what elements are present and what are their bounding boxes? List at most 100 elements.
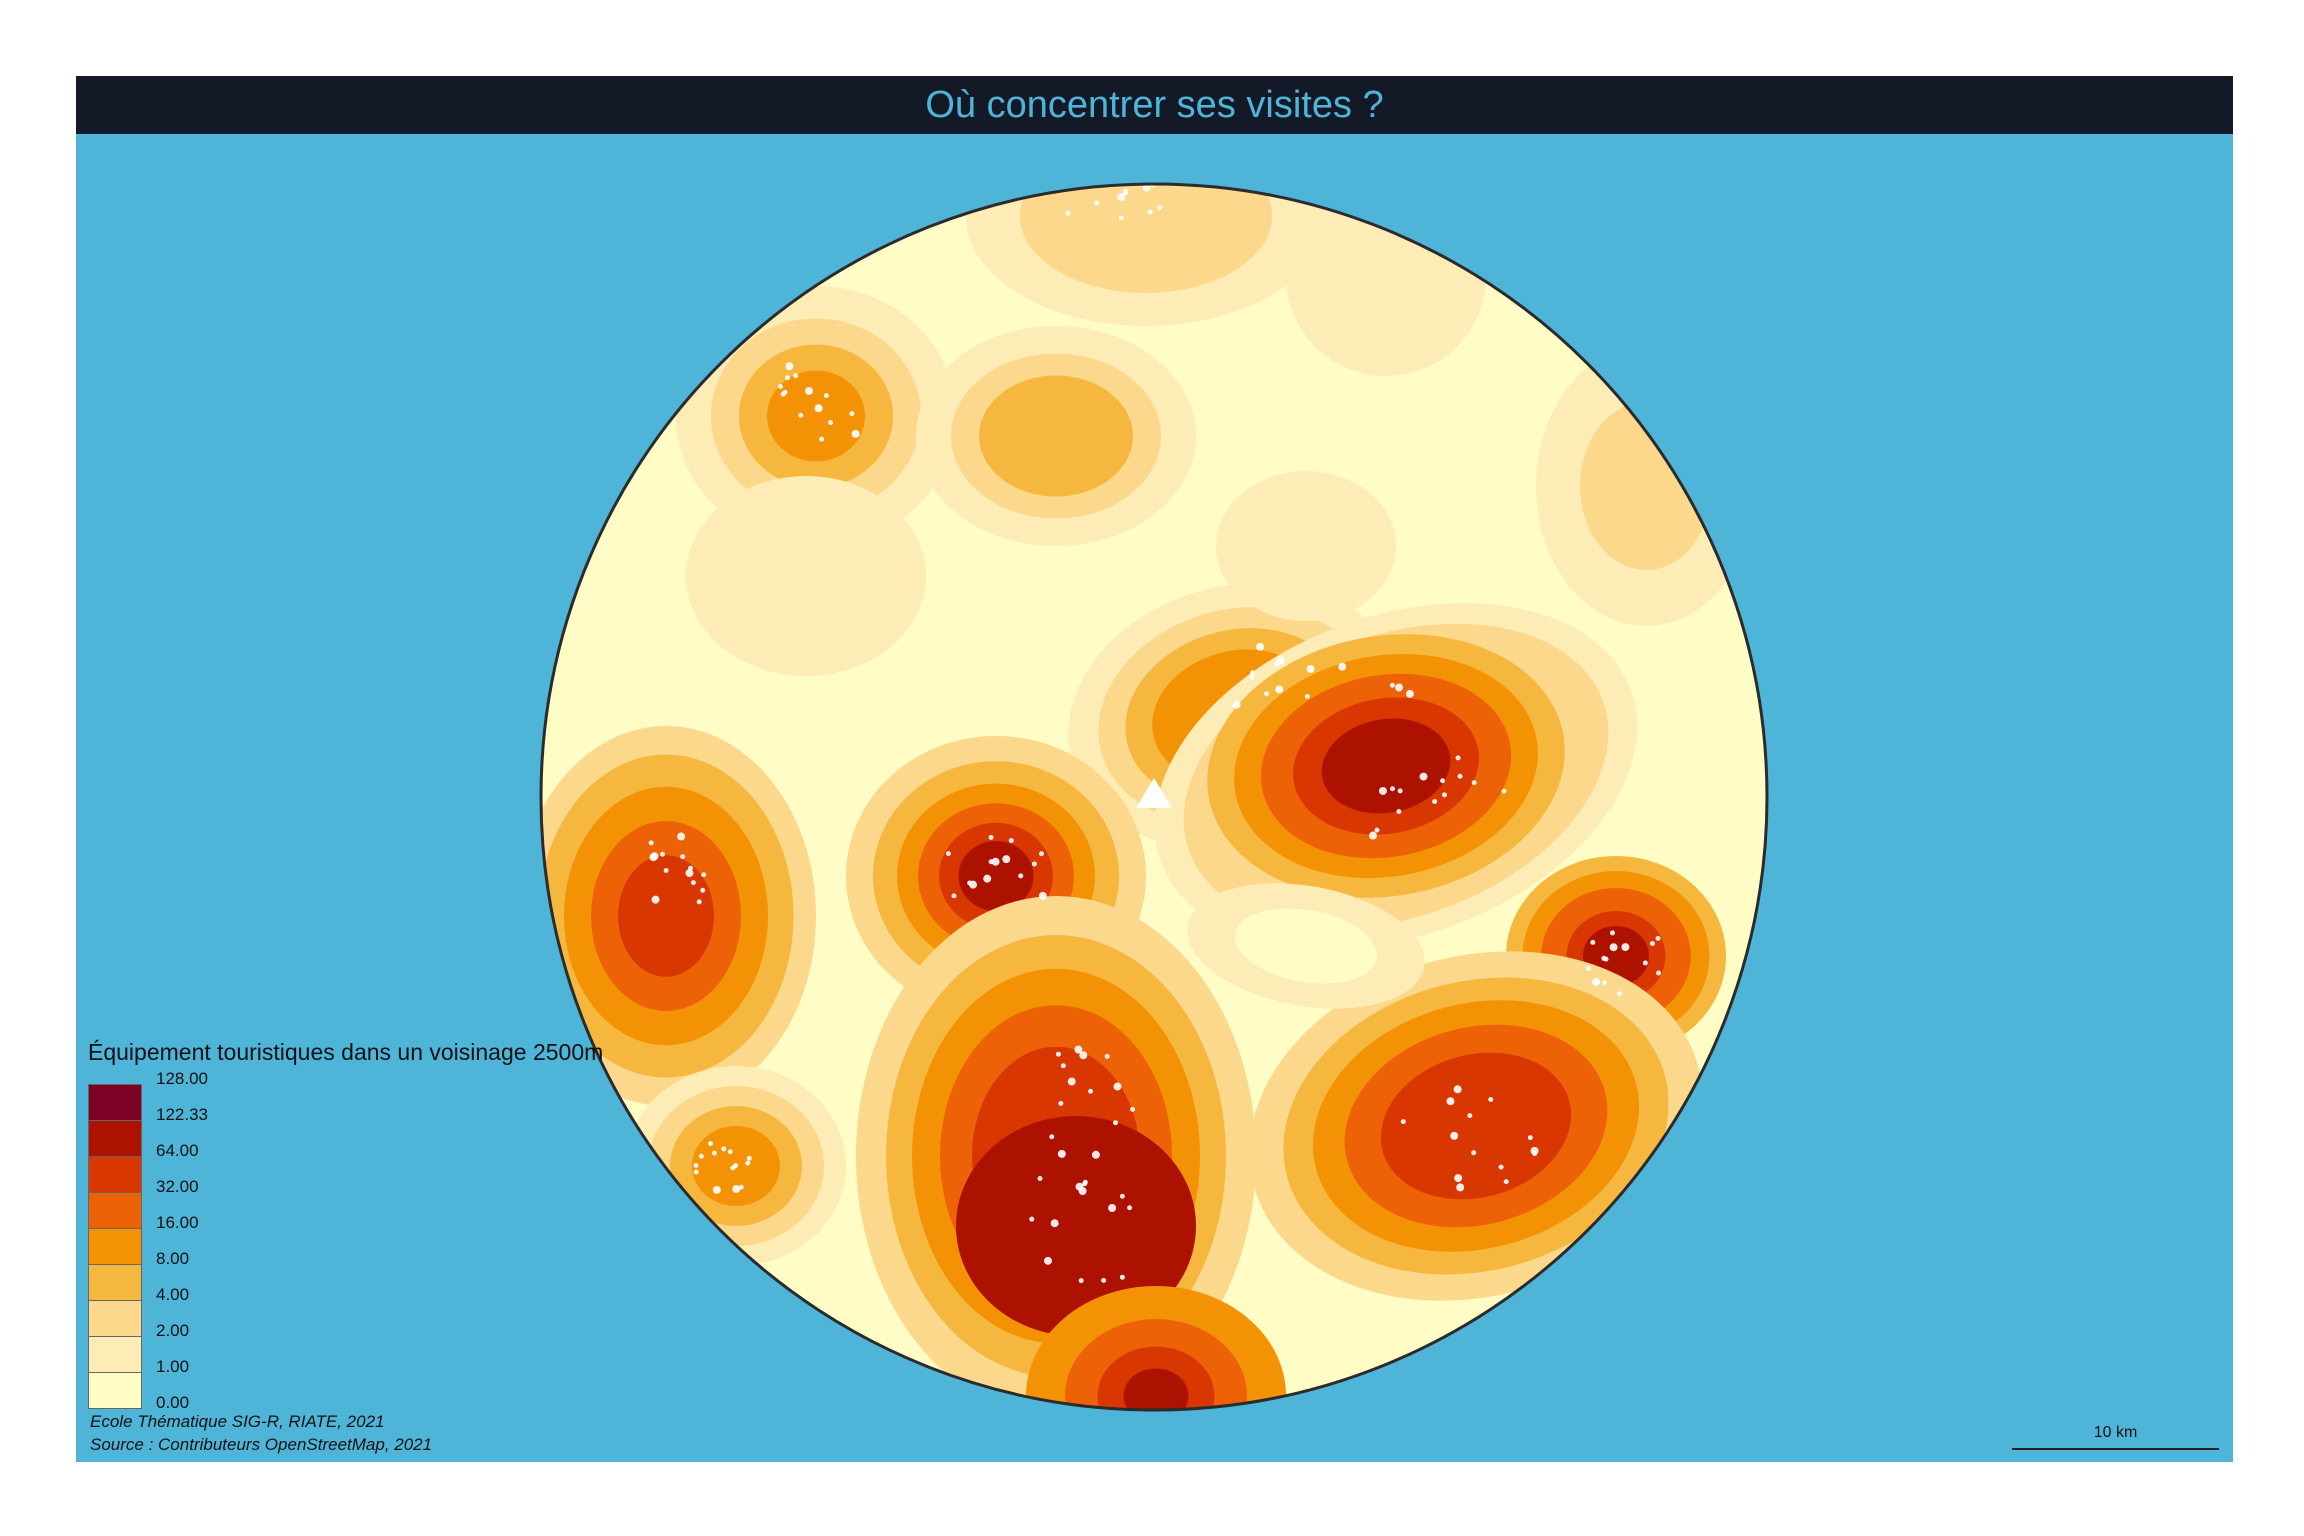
poi-point <box>1008 838 1014 844</box>
poi-point <box>1119 1193 1125 1199</box>
poi-point <box>1057 1149 1066 1158</box>
legend-swatch <box>88 1084 142 1120</box>
legend-label: 8.00 <box>156 1249 190 1268</box>
poi-point <box>1467 1113 1473 1119</box>
poi-point <box>1397 788 1403 794</box>
poi-point <box>1649 940 1655 946</box>
poi-point <box>785 375 791 381</box>
legend-label: 32.00 <box>156 1177 199 1196</box>
poi-point <box>1123 190 1129 196</box>
poi-point <box>1078 1278 1084 1284</box>
poi-point <box>1050 1219 1059 1228</box>
density-band <box>958 841 1034 911</box>
poi-point <box>712 1150 718 1156</box>
poi-point <box>778 384 784 390</box>
poi-point <box>660 851 666 857</box>
density-band <box>1321 718 1451 814</box>
poi-point <box>1642 960 1648 966</box>
poi-point <box>1621 943 1630 952</box>
poi-point <box>1113 1120 1119 1126</box>
poi-point <box>1055 1051 1061 1057</box>
legend-swatch <box>88 1192 142 1228</box>
density-map[interactable] <box>76 76 2233 1462</box>
poi-point <box>1058 1100 1064 1106</box>
density-band <box>618 855 714 977</box>
poi-point <box>1471 780 1477 786</box>
poi-point <box>1441 792 1447 798</box>
poi-point <box>1157 205 1163 211</box>
poi-point <box>1369 831 1378 840</box>
scale-line <box>2012 1448 2219 1450</box>
legend-swatch <box>88 1228 142 1264</box>
poi-point <box>991 857 1000 866</box>
legend-swatch <box>88 1336 142 1372</box>
poi-points <box>648 164 1662 1284</box>
poi-point <box>805 386 814 395</box>
poi-point <box>1067 1077 1076 1086</box>
poi-point <box>1101 1277 1107 1283</box>
density-band <box>767 370 865 462</box>
legend: Équipement touristiques dans un voisinag… <box>88 1039 604 1412</box>
poi-point <box>1038 891 1047 900</box>
poi-point <box>1440 778 1446 784</box>
poi-point <box>721 1146 727 1152</box>
poi-point <box>1585 966 1591 972</box>
poi-point <box>1065 210 1071 216</box>
density-band <box>1216 471 1396 621</box>
legend-label: 64.00 <box>156 1141 199 1160</box>
poi-point <box>727 1149 733 1155</box>
poi-point <box>1395 683 1404 692</box>
poi-point <box>698 1153 704 1159</box>
legend-label: 16.00 <box>156 1213 199 1232</box>
legend-label: 122.33 <box>156 1105 208 1124</box>
poi-point <box>680 854 686 860</box>
poi-point <box>648 840 654 846</box>
poi-point <box>1256 642 1265 651</box>
poi-point <box>663 868 669 874</box>
poi-point <box>1609 930 1615 936</box>
poi-point <box>1130 1106 1136 1112</box>
poi-point <box>1389 786 1395 792</box>
poi-point <box>851 429 860 438</box>
poi-point <box>1108 1204 1117 1213</box>
poi-point <box>1338 662 1347 671</box>
legend-label: 1.00 <box>156 1357 190 1376</box>
poi-point <box>1455 755 1461 761</box>
legend-swatch <box>88 1372 142 1409</box>
legend-title: Équipement touristiques dans un voisinag… <box>88 1039 604 1065</box>
poi-point <box>1249 670 1255 676</box>
poi-point <box>688 865 694 871</box>
poi-point <box>1527 1135 1533 1141</box>
poi-point <box>785 362 794 371</box>
legend-label: 0.00 <box>156 1393 190 1412</box>
legend-label: 4.00 <box>156 1285 190 1304</box>
poi-point <box>1104 1053 1110 1059</box>
map-frame: Où concentrer ses visites ? Équipement t… <box>76 76 2233 1462</box>
legend-label: 128.00 <box>156 1069 208 1088</box>
poi-point <box>712 1185 721 1194</box>
scale-label: 10 km <box>2093 1424 2138 1441</box>
poi-point <box>1400 1119 1406 1125</box>
poi-point <box>1454 1174 1463 1183</box>
poi-point <box>1276 656 1285 665</box>
poi-point <box>1094 200 1100 206</box>
poi-point <box>745 1160 751 1166</box>
poi-point <box>988 859 994 865</box>
poi-point <box>1113 1082 1122 1091</box>
poi-point <box>1432 798 1438 804</box>
density-band <box>1380 1052 1572 1200</box>
poi-point <box>1471 1150 1477 1156</box>
legend-swatch <box>88 1300 142 1336</box>
poi-point <box>1098 164 1103 169</box>
poi-point <box>746 1155 752 1161</box>
poi-point <box>1655 935 1661 941</box>
triangle-icon[interactable] <box>1136 778 1172 808</box>
poi-point <box>1031 861 1037 867</box>
poi-point <box>1374 827 1380 833</box>
poi-point <box>1602 980 1608 986</box>
poi-point <box>828 420 834 426</box>
poi-point <box>1306 665 1315 674</box>
scale-bar: 10 km <box>2012 1424 2219 1454</box>
poi-point <box>951 893 957 899</box>
poi-point <box>823 393 829 399</box>
